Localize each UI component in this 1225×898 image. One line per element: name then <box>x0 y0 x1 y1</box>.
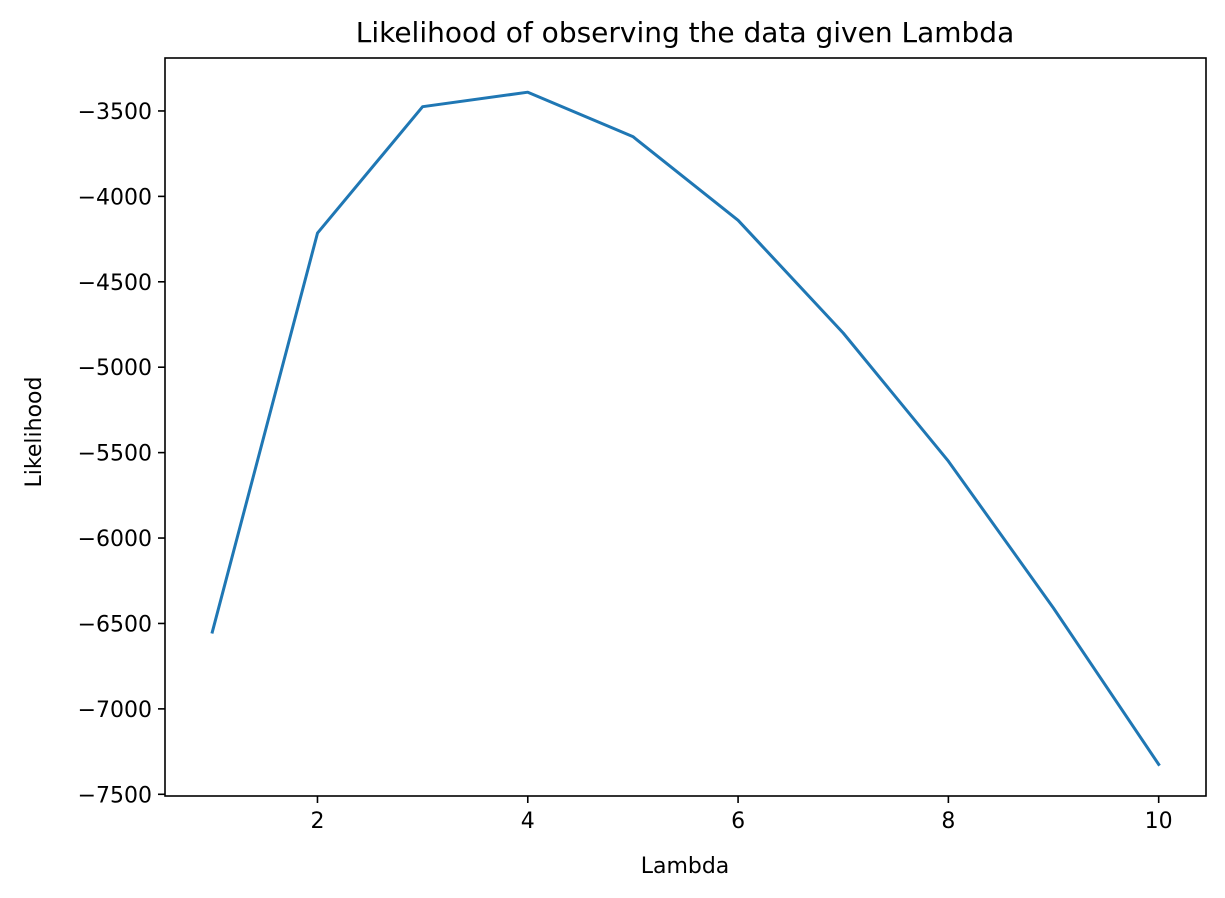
y-tick-label: −3500 <box>78 100 152 125</box>
y-tick-label: −7000 <box>78 698 152 723</box>
y-tick-label: −6500 <box>78 612 152 637</box>
plot-series <box>210 90 1161 767</box>
x-axis-ticks: 2 4 6 8 10 <box>310 796 1173 834</box>
y-tick-label: −5500 <box>78 442 152 467</box>
x-tick-label: 2 <box>310 809 324 834</box>
y-tick-label: −6000 <box>78 527 152 552</box>
y-axis-ticks: −3500 −4000 −4500 −5000 −5500 −6000 −6500 −7000… <box>78 100 165 808</box>
x-tick-label: 4 <box>521 809 535 834</box>
chart-title: Likelihood of observing the data given L… <box>356 16 1015 49</box>
y-tick-label: −7500 <box>78 783 152 808</box>
y-tick-label: −5000 <box>78 356 152 381</box>
plot-area-frame <box>164 57 1207 797</box>
x-tick-label: 6 <box>731 809 745 834</box>
x-tick-label: 8 <box>941 809 955 834</box>
x-axis-label: Lambda <box>641 854 730 879</box>
x-tick-label: 10 <box>1145 809 1173 834</box>
y-axis-label: Likelihood <box>22 377 47 488</box>
y-tick-label: −4500 <box>78 271 152 296</box>
likelihood-series-line <box>210 90 1161 767</box>
y-tick-label: −4000 <box>78 185 152 210</box>
